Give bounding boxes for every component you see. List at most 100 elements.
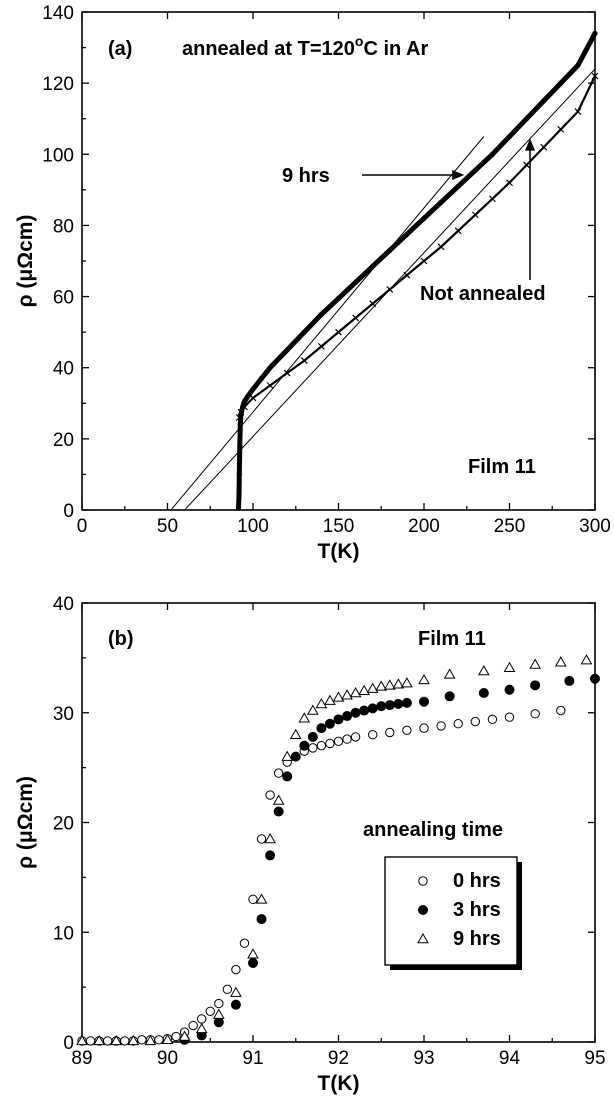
panel-a-plot-frame (81, 11, 596, 511)
panel-b-data-point (307, 731, 318, 742)
panel-a-data-point (301, 329, 307, 335)
panel-b-data-point (281, 750, 294, 761)
panel-b-data-point (487, 714, 498, 725)
panel-b-data-point (231, 964, 241, 975)
panel-b-data-point (76, 1034, 88, 1046)
panel-b-data-point (470, 716, 480, 727)
panel-b-data-point (239, 938, 250, 948)
panel-b-data-point (368, 730, 378, 740)
panel-b-data-point (120, 1036, 130, 1046)
panel-a-data-point (353, 279, 359, 285)
panel-b-data-point (316, 723, 327, 734)
panel-a-data-point (387, 247, 393, 253)
panel-b-data-point (93, 1034, 105, 1046)
panel-b-data-point (529, 658, 542, 669)
panel-a-y-tick-label: 40 (53, 359, 74, 380)
panel-b-legend-marker (417, 932, 429, 944)
panel-b-x-tick-label: 93 (413, 1048, 434, 1069)
panel-b-y-tick-label: 0 (63, 1033, 74, 1054)
panel-a-data-point (506, 179, 513, 187)
panel-a-data-point (420, 257, 428, 265)
panel-b-data-point (333, 736, 344, 746)
panel-b-legend-marker (418, 876, 428, 886)
panel-b-data-point (444, 691, 455, 702)
panel-b-data-point (324, 694, 336, 705)
panel-b-data-point (308, 743, 318, 753)
panel-a-x-tick-label: 250 (494, 516, 526, 537)
panel-b-data-point (161, 1033, 174, 1045)
panel-a-data-point (300, 357, 308, 365)
panel-a-data-point (335, 328, 342, 336)
panel-a-data-point (369, 300, 377, 308)
panel-b-label: (b) (108, 628, 134, 650)
chart-panel-b: 89 90 91 92 93 94 95 0 10 20 30 40 T(K) ρ (μΩcm) (b) Fi… (14, 594, 606, 1095)
panel-b-data-point (332, 691, 345, 702)
panel-b-series-0-hrs (77, 705, 566, 1046)
panel-a-data-point (438, 199, 444, 205)
panel-a-x-tick-label: 200 (408, 516, 440, 537)
panel-b-data-point (503, 661, 516, 673)
panel-a-data-point (454, 227, 462, 235)
panel-b-data-point (350, 732, 361, 742)
panel-b-data-point (504, 712, 515, 722)
panel-a-y-axis-label: ρ (μΩcm) (14, 215, 37, 308)
panel-a-fit-line-1 (170, 136, 485, 511)
panel-a-data-point (258, 375, 265, 381)
panel-a-data-point (241, 398, 248, 405)
panel-a-data-point (557, 125, 565, 133)
panel-a-series-curve (238, 75, 596, 418)
panel-b-data-point (298, 712, 311, 723)
panel-b-title: Film 11 (418, 628, 486, 650)
panel-b-x-tick-label: 89 (71, 1048, 92, 1069)
panel-b-y-tick-label: 30 (53, 704, 74, 725)
panel-b-y-axis-label: ρ (μΩcm) (14, 776, 37, 869)
panel-a-arrowhead-9hrs (452, 170, 465, 180)
panel-a-data-point (335, 295, 342, 301)
panel-b-data-point (315, 697, 328, 709)
panel-b-data-point (385, 727, 395, 738)
panel-b-data-point (325, 738, 335, 749)
panel-b-data-point (453, 719, 463, 729)
panel-a-x-tick-label: 150 (323, 516, 355, 537)
panel-b-data-point (401, 697, 412, 708)
panel-b-data-point (272, 794, 285, 805)
panel-b-data-point (342, 711, 353, 722)
panel-b-legend: 0 hrs 3 hrs 9 hrs (384, 856, 522, 970)
panel-a-y-tick-label: 0 (63, 501, 74, 522)
panel-a-arrowhead-not-annealed (525, 138, 536, 151)
panel-b-data-point (212, 1008, 225, 1019)
panel-b-data-point (178, 1030, 191, 1041)
panel-a-series-curve (236, 32, 598, 509)
panel-b-data-point (265, 850, 276, 861)
panel-a-data-point (237, 443, 243, 449)
panel-b-data-point (358, 684, 371, 696)
panel-b-data-point (359, 705, 370, 716)
panel-b-x-tick-label: 91 (242, 1048, 263, 1069)
panel-b-data-point (477, 665, 490, 676)
panel-b-data-point (265, 790, 275, 800)
panel-b-data-point (504, 684, 515, 695)
panel-b-data-point (384, 700, 395, 711)
panel-b-data-point (530, 709, 540, 719)
panel-b-series-9-hrs (76, 654, 593, 1046)
panel-b-data-point (230, 999, 241, 1010)
panel-a-data-point (575, 62, 581, 68)
panel-b-data-point (375, 680, 388, 691)
panel-b-series-3-hrs (179, 673, 600, 1045)
panel-b-x-tick-label: 92 (328, 1048, 349, 1069)
panel-b-data-point (580, 654, 593, 665)
panel-a-data-point (245, 393, 251, 399)
panel-b-data-point (366, 682, 379, 693)
panel-a-x-tick-label: 50 (157, 516, 178, 537)
panel-b-data-point (273, 806, 284, 817)
panel-a-data-point (241, 403, 248, 411)
panel-b-data-point (289, 728, 302, 739)
panel-a-data-point (489, 151, 495, 157)
panel-b-data-point (299, 740, 310, 751)
panel-b-data-point (127, 1034, 140, 1046)
panel-a-x-tick-label: 100 (237, 516, 269, 537)
panel-b-data-point (85, 1036, 96, 1046)
panel-a-data-point (455, 183, 461, 189)
panel-a-data-point (574, 108, 582, 116)
panel-b-data-point (102, 1036, 113, 1046)
